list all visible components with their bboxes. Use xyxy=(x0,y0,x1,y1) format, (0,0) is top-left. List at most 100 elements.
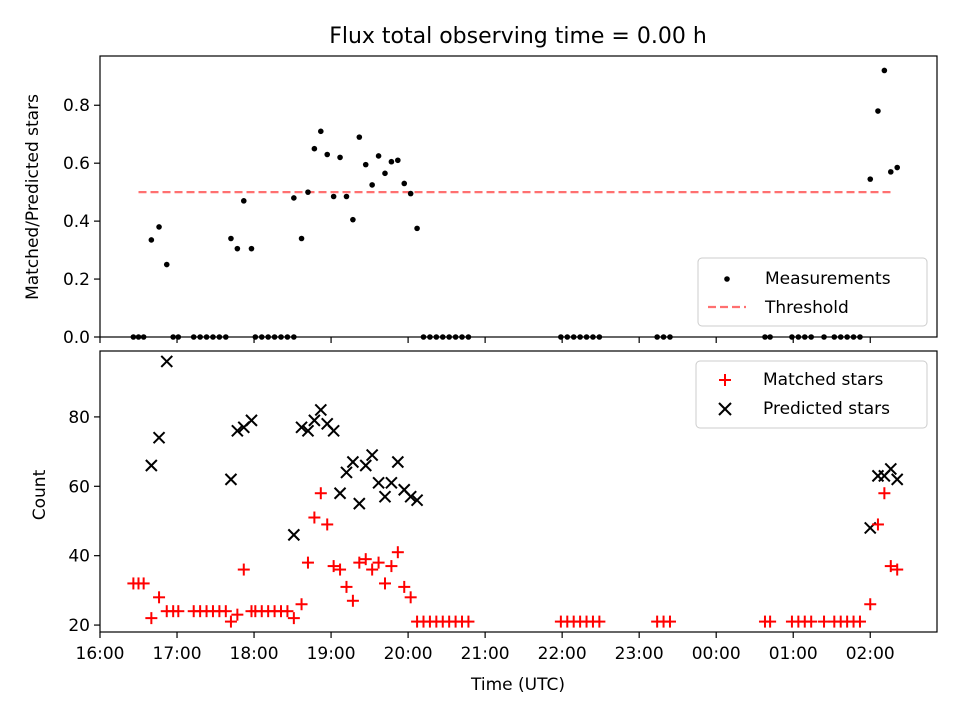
predicted-point xyxy=(314,403,328,417)
matched-point xyxy=(231,608,244,621)
bottom-ytick-label: 60 xyxy=(68,477,90,497)
top-ytick-label: 0.6 xyxy=(63,154,90,174)
matched-point xyxy=(334,563,347,576)
bottom-xtick-label: 02:00 xyxy=(846,644,895,664)
measurement-point xyxy=(156,224,162,230)
bottom-axis-ticks: 20 40 60 80 16:00 17:00 18:00 19:00 20:00 21:00 22… xyxy=(68,408,894,664)
predicted-point xyxy=(301,424,315,437)
top-legend-box xyxy=(697,257,928,327)
matched-point xyxy=(878,487,891,500)
measurement-point xyxy=(350,216,356,223)
matched-point xyxy=(891,563,904,576)
top-legend: Measurements Threshold xyxy=(697,257,928,327)
measurement-point xyxy=(401,180,408,187)
matched-point xyxy=(224,615,237,628)
bottom-xlabel: Time (UTC) xyxy=(470,675,565,695)
legend-predicted-marker xyxy=(718,402,732,416)
matched-point xyxy=(219,605,232,618)
predicted-point xyxy=(890,473,904,486)
matched-point xyxy=(871,518,884,531)
bottom-xtick-label: 18:00 xyxy=(230,644,279,664)
legend-matched-label: Matched stars xyxy=(763,370,883,390)
measurement-point xyxy=(343,193,350,200)
matched-point xyxy=(308,511,321,524)
measurement-point xyxy=(330,193,337,200)
bottom-xtick-label: 19:00 xyxy=(307,644,356,664)
measurement-point xyxy=(388,158,395,165)
predicted-point xyxy=(884,462,897,476)
measurement-point xyxy=(362,161,369,168)
predicted-point xyxy=(391,455,405,469)
matched-point xyxy=(398,580,411,593)
matched-point xyxy=(340,580,353,593)
predicted-point xyxy=(231,424,244,437)
bottom-ylabel: Count xyxy=(30,469,50,520)
measurement-point xyxy=(148,237,155,243)
bottom-ytick-label: 80 xyxy=(68,408,90,428)
matched-point xyxy=(314,487,327,500)
matched-point xyxy=(321,518,334,531)
measurement-point xyxy=(369,182,375,188)
matched-point xyxy=(366,563,379,576)
predicted-point xyxy=(410,493,424,507)
matched-point xyxy=(172,605,185,618)
predicted-point xyxy=(287,528,301,542)
bottom-panel: 20 40 60 80 16:00 17:00 18:00 19:00 20:00 21:00 22… xyxy=(30,350,938,695)
chart-title: Flux total observing time = 0.00 h xyxy=(329,24,707,49)
matched-point xyxy=(853,615,866,628)
measurement-point xyxy=(324,151,331,158)
measurement-point xyxy=(382,170,388,177)
bottom-xtick-label: 00:00 xyxy=(692,644,741,664)
measurement-point xyxy=(375,153,382,159)
bottom-xtick-label: 17:00 xyxy=(153,644,202,664)
matched-point xyxy=(353,556,366,569)
predicted-point xyxy=(224,473,238,486)
measurement-point xyxy=(234,245,241,252)
measurement-point xyxy=(867,176,874,182)
bottom-xtick-label: 16:00 xyxy=(76,644,125,664)
measurement-point xyxy=(356,134,363,140)
measurement-point xyxy=(881,67,888,74)
measurement-point xyxy=(163,261,170,268)
matched-point xyxy=(137,577,150,590)
matched-point xyxy=(359,553,372,566)
measurement-point xyxy=(407,190,414,197)
matched-point xyxy=(864,598,877,611)
top-ytick-label: 0.2 xyxy=(63,270,90,290)
measurement-point xyxy=(887,169,894,175)
legend-measurements-label: Measurements xyxy=(765,269,891,289)
measurement-point xyxy=(414,225,420,232)
measurement-point xyxy=(240,198,247,204)
measurement-point xyxy=(875,108,881,114)
matched-point xyxy=(462,615,475,628)
bottom-xtick-label: 01:00 xyxy=(769,644,818,664)
legend-matched-marker xyxy=(719,374,731,386)
bottom-xtick-label: 20:00 xyxy=(384,644,433,664)
bottom-xtick-label: 21:00 xyxy=(461,644,510,664)
matched-point xyxy=(663,615,676,628)
matched-point xyxy=(391,546,404,559)
top-ytick-label: 0.4 xyxy=(63,212,90,232)
matched-point xyxy=(884,560,897,573)
predicted-point xyxy=(245,414,258,427)
predicted-point xyxy=(152,431,166,444)
top-axis-ticks: 0.0 0.2 0.4 0.6 0.8 xyxy=(63,96,871,348)
predicted-point xyxy=(160,355,173,368)
predicted-point xyxy=(404,490,417,503)
measurement-point xyxy=(305,189,311,195)
matched-point xyxy=(145,612,158,625)
measurement-point xyxy=(318,128,324,135)
top-ylabel: Matched/Predicted stars xyxy=(23,94,43,300)
bottom-legend-box xyxy=(695,360,928,429)
matched-point xyxy=(295,598,308,611)
matched-point xyxy=(764,615,777,628)
measurement-point xyxy=(298,235,305,242)
measurement-point xyxy=(894,164,901,171)
matched-point xyxy=(237,563,250,576)
matched-point xyxy=(805,615,818,628)
legend-measurements-dot xyxy=(724,276,730,282)
measurement-point xyxy=(291,195,297,201)
bottom-ytick-label: 40 xyxy=(68,547,90,567)
measurement-point xyxy=(228,235,234,242)
